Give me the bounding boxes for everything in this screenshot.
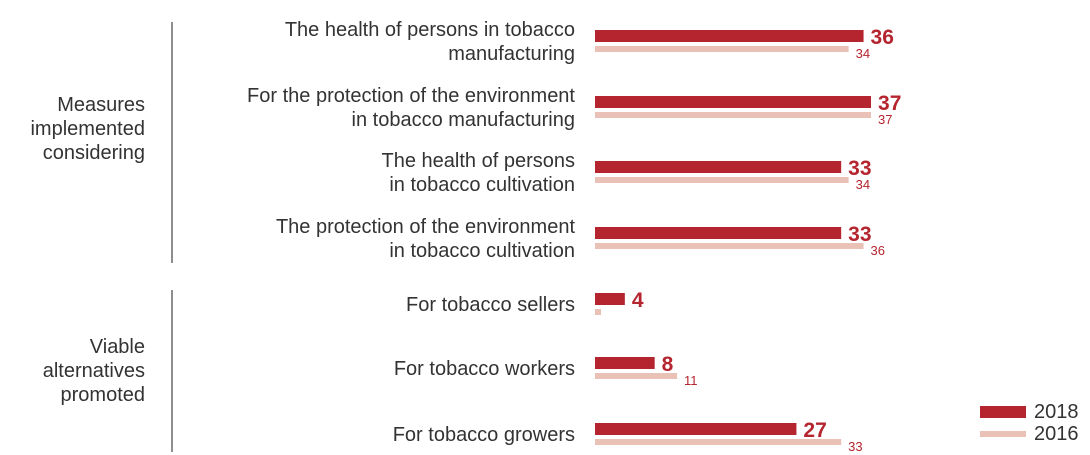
- bar-2016: [595, 439, 842, 445]
- bar-2018: [595, 30, 864, 42]
- bar-2016: [595, 243, 864, 249]
- legend-swatch-2016: [980, 431, 1026, 437]
- value-label-2018: 33: [848, 157, 871, 180]
- bar-2018: [595, 423, 797, 435]
- value-label-2018: 33: [848, 223, 871, 246]
- category-label-line: The health of persons: [382, 150, 575, 172]
- legend-swatch-2018: [980, 406, 1026, 418]
- bar-2018: [595, 227, 842, 239]
- category-label-line: For tobacco growers: [393, 424, 575, 446]
- category-label-line: For tobacco sellers: [406, 294, 575, 316]
- value-label-2016: 11: [684, 373, 698, 388]
- value-label-2018: 4: [632, 289, 644, 312]
- value-label-2018: 37: [878, 92, 901, 115]
- legend-label-2018: 2018: [1034, 401, 1079, 423]
- bar-2018: [595, 161, 842, 173]
- bar-2018: [595, 293, 625, 305]
- category-label-line: in tobacco cultivation: [389, 174, 575, 196]
- group-label-line: Measures: [57, 94, 145, 116]
- legend-label-2016: 2016: [1034, 423, 1079, 445]
- bar-2016: [595, 112, 872, 118]
- bar-2016: [595, 177, 849, 183]
- value-label-2018: 36: [871, 26, 894, 49]
- value-label-2016: 34: [856, 177, 870, 192]
- category-label-line: For tobacco workers: [394, 358, 575, 380]
- category-label-line: The health of persons in tobacco: [285, 19, 575, 41]
- category-label-line: in tobacco cultivation: [389, 240, 575, 262]
- bar-2016: [595, 309, 601, 315]
- category-label-line: manufacturing: [448, 43, 575, 65]
- bar-2016: [595, 46, 849, 52]
- category-label-line: The protection of the environment: [276, 216, 576, 238]
- group-label-line: considering: [43, 142, 145, 164]
- group-label-line: implemented: [30, 118, 145, 140]
- value-label-2016: 36: [871, 243, 885, 258]
- group-label-line: Viable: [90, 336, 145, 358]
- bar-2016: [595, 373, 678, 379]
- value-label-2018: 27: [803, 419, 826, 442]
- value-label-2018: 8: [662, 353, 674, 376]
- category-label-line: For the protection of the environment: [247, 85, 575, 107]
- value-label-2016: 33: [848, 439, 862, 454]
- value-label-2016: 34: [856, 46, 870, 61]
- bar-2018: [595, 357, 655, 369]
- category-label-line: in tobacco manufacturing: [352, 109, 575, 131]
- bar-2018: [595, 96, 872, 108]
- group-label-line: promoted: [61, 384, 146, 406]
- group-label-line: alternatives: [43, 360, 145, 382]
- value-label-2016: 37: [878, 112, 892, 127]
